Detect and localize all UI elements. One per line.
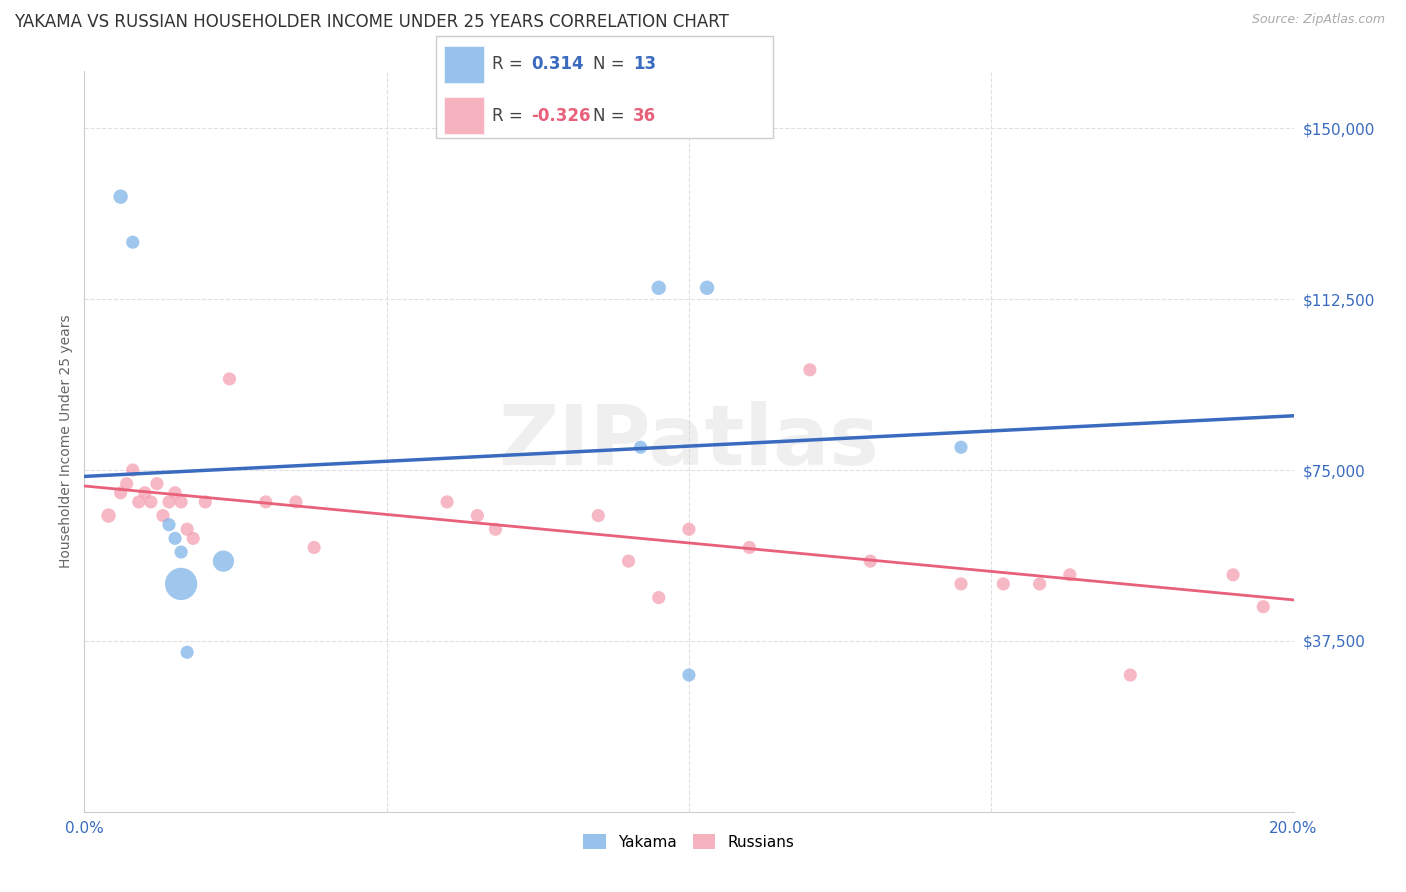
Point: [950, 440, 973, 454]
Point: [152, 508, 174, 523]
Point: [696, 281, 718, 295]
Point: [115, 476, 138, 491]
Point: [170, 545, 193, 559]
Point: [128, 495, 150, 509]
Point: [738, 541, 761, 555]
Point: [181, 532, 204, 546]
Text: Source: ZipAtlas.com: Source: ZipAtlas.com: [1251, 13, 1385, 27]
Point: [170, 577, 193, 591]
Point: [176, 522, 198, 536]
Point: [1119, 668, 1142, 682]
Point: [254, 495, 277, 509]
Text: R =: R =: [492, 107, 529, 125]
Point: [436, 495, 458, 509]
Text: R =: R =: [492, 55, 529, 73]
Point: [139, 495, 162, 509]
Point: [648, 281, 671, 295]
Point: [157, 495, 180, 509]
Point: [950, 577, 973, 591]
Point: [1059, 567, 1081, 582]
Point: [165, 532, 187, 546]
Point: [1253, 599, 1275, 614]
Point: [678, 522, 700, 536]
Text: 36: 36: [633, 107, 655, 125]
Text: 0.314: 0.314: [531, 55, 583, 73]
Point: [630, 440, 652, 454]
Point: [157, 517, 180, 532]
Point: [121, 463, 143, 477]
Point: [678, 668, 700, 682]
Text: N =: N =: [593, 55, 630, 73]
Text: YAKAMA VS RUSSIAN HOUSEHOLDER INCOME UNDER 25 YEARS CORRELATION CHART: YAKAMA VS RUSSIAN HOUSEHOLDER INCOME UND…: [14, 13, 728, 31]
Point: [302, 541, 325, 555]
Legend: Yakama, Russians: Yakama, Russians: [578, 828, 800, 856]
Point: [212, 554, 235, 568]
Text: -0.326: -0.326: [531, 107, 591, 125]
Point: [1028, 577, 1050, 591]
Point: [484, 522, 506, 536]
Text: ZIPatlas: ZIPatlas: [499, 401, 879, 482]
Point: [799, 363, 821, 377]
Point: [993, 577, 1015, 591]
Text: N =: N =: [593, 107, 630, 125]
Point: [859, 554, 882, 568]
Point: [285, 495, 308, 509]
Point: [110, 485, 132, 500]
Point: [617, 554, 640, 568]
Point: [648, 591, 671, 605]
Point: [170, 495, 193, 509]
Text: 13: 13: [633, 55, 655, 73]
Y-axis label: Householder Income Under 25 years: Householder Income Under 25 years: [59, 315, 73, 568]
Point: [146, 476, 169, 491]
Point: [165, 485, 187, 500]
Point: [1222, 567, 1244, 582]
Point: [121, 235, 143, 250]
Point: [218, 372, 240, 386]
Point: [588, 508, 610, 523]
Point: [97, 508, 120, 523]
Point: [110, 189, 132, 203]
Point: [194, 495, 217, 509]
Point: [176, 645, 198, 659]
Point: [467, 508, 489, 523]
Point: [134, 485, 156, 500]
